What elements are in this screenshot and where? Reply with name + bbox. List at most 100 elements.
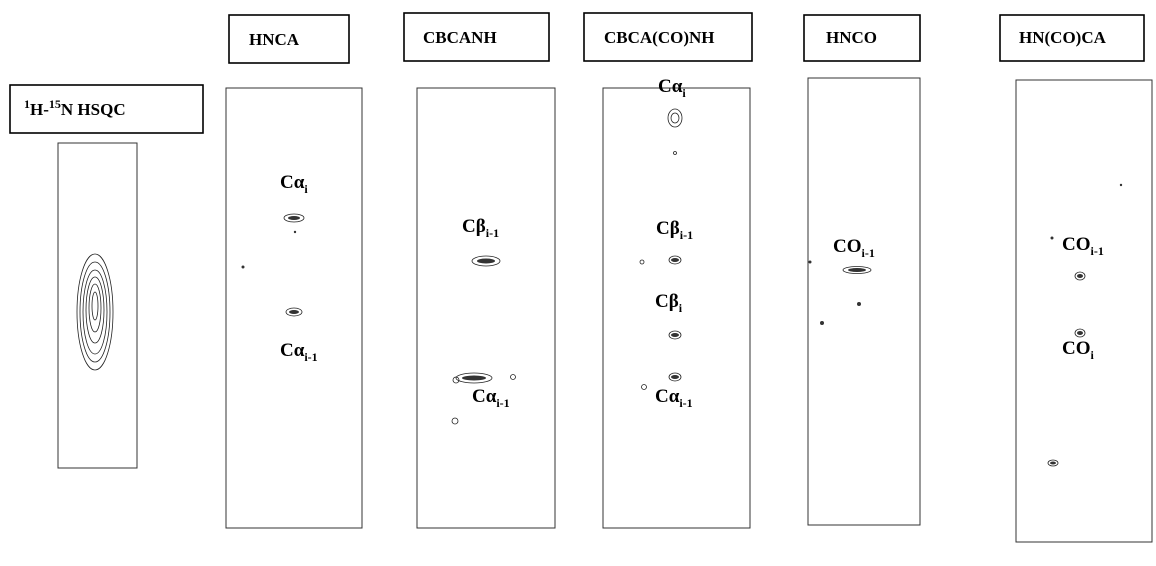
peak — [76, 253, 114, 371]
label-text: Cβ — [656, 218, 680, 239]
cbcaconh-panel: CBCA(CO)NH Cαi Cβi-1 Cβi Cαi-1 — [583, 12, 753, 529]
peak — [1074, 328, 1086, 338]
peak — [88, 283, 102, 333]
label-text: Cα — [655, 386, 680, 407]
title-box — [999, 14, 1145, 62]
peak — [1077, 331, 1083, 335]
panel-title: CBCA(CO)NH — [604, 28, 715, 47]
peak-label: COi — [1062, 338, 1095, 362]
peak — [285, 307, 303, 317]
cbcanh-panel: CBCANH Cβi-1 Cαi-1 — [403, 12, 556, 529]
hnca-panel: HNCA Cαi Cαi-1 — [225, 14, 363, 529]
panel-title: HN(CO)CA — [1019, 28, 1107, 47]
label-text: Cβ — [655, 291, 679, 312]
peak-label: Cαi-1 — [655, 386, 693, 410]
subscript: i — [304, 182, 308, 196]
superscript: 15 — [49, 97, 61, 111]
peak — [639, 259, 645, 265]
subscript: i-1 — [496, 396, 509, 410]
peak — [455, 372, 493, 384]
peak — [668, 330, 682, 340]
subscript: i — [679, 301, 683, 315]
peak — [91, 291, 99, 321]
spectrum — [807, 77, 921, 526]
peak — [808, 260, 812, 264]
peak-label: Cαi-1 — [280, 340, 318, 364]
spectrum — [416, 87, 556, 529]
peak — [848, 268, 866, 272]
peak — [462, 375, 486, 381]
peak — [1074, 271, 1086, 281]
peak-label: Cαi — [658, 76, 686, 100]
peak — [670, 112, 680, 124]
label-text: Cα — [280, 172, 305, 193]
spectrum — [602, 87, 751, 529]
peak — [1119, 183, 1123, 187]
subscript: i-1 — [679, 396, 692, 410]
peak — [641, 384, 647, 390]
peak-label: Cβi — [655, 291, 683, 315]
title-box — [403, 12, 550, 62]
panel-title: 1H-15N HSQC — [24, 97, 126, 119]
subscript: i-1 — [304, 350, 317, 364]
peak — [452, 376, 460, 384]
contours — [76, 253, 114, 371]
title-box — [228, 14, 350, 64]
peak — [289, 310, 299, 314]
peak — [510, 374, 516, 380]
label-text: CO — [833, 236, 862, 257]
peak-label: Cβi-1 — [656, 218, 693, 242]
subscript: i-1 — [1091, 244, 1104, 258]
label-text: Cα — [658, 76, 683, 97]
peak — [288, 216, 300, 220]
peak-label: Cαi — [280, 172, 308, 196]
peak-label: Cαi-1 — [472, 386, 510, 410]
label-text: CO — [1062, 234, 1091, 255]
panel-title: HNCA — [249, 30, 300, 49]
peak — [1050, 236, 1054, 240]
peak — [671, 375, 679, 379]
label-text: Cα — [472, 386, 497, 407]
peak — [671, 333, 679, 337]
peak — [1050, 461, 1056, 465]
peak — [820, 321, 824, 325]
peak — [673, 151, 677, 155]
peak — [842, 266, 872, 274]
peak — [79, 261, 111, 363]
spectrum — [1015, 79, 1153, 543]
hncoca-panel: HN(CO)CA COi-1 COi — [999, 14, 1153, 543]
panel-title: HNCO — [826, 28, 877, 47]
subscript: i-1 — [486, 226, 499, 240]
peak-label: COi-1 — [1062, 234, 1104, 258]
subscript: i-1 — [680, 228, 693, 242]
peak — [1077, 274, 1083, 278]
peak — [667, 108, 683, 128]
peak — [471, 255, 501, 267]
peak — [477, 258, 495, 264]
peak — [293, 230, 297, 234]
peak-label: COi-1 — [833, 236, 875, 260]
peak-label: Cβi-1 — [462, 216, 499, 240]
subscript: i — [682, 86, 686, 100]
superscript: 1 — [24, 97, 30, 111]
spectrum — [57, 142, 138, 469]
hnco-panel: HNCO COi-1 — [803, 14, 921, 526]
title-text: N HSQC — [61, 100, 126, 119]
peak — [671, 258, 679, 262]
title-text: H- — [30, 100, 49, 119]
subscript: i — [1091, 348, 1095, 362]
peak — [1047, 459, 1059, 467]
title-box — [583, 12, 753, 62]
label-text: Cβ — [462, 216, 486, 237]
title-box — [803, 14, 921, 62]
label-text: CO — [1062, 338, 1091, 359]
peak — [283, 213, 305, 223]
subscript: i-1 — [862, 246, 875, 260]
peak — [857, 302, 861, 306]
peak — [241, 265, 245, 269]
hsqc-panel: 1H-15N HSQC — [9, 84, 204, 469]
title-box — [9, 84, 204, 134]
peak — [82, 269, 108, 355]
label-text: Cα — [280, 340, 305, 361]
